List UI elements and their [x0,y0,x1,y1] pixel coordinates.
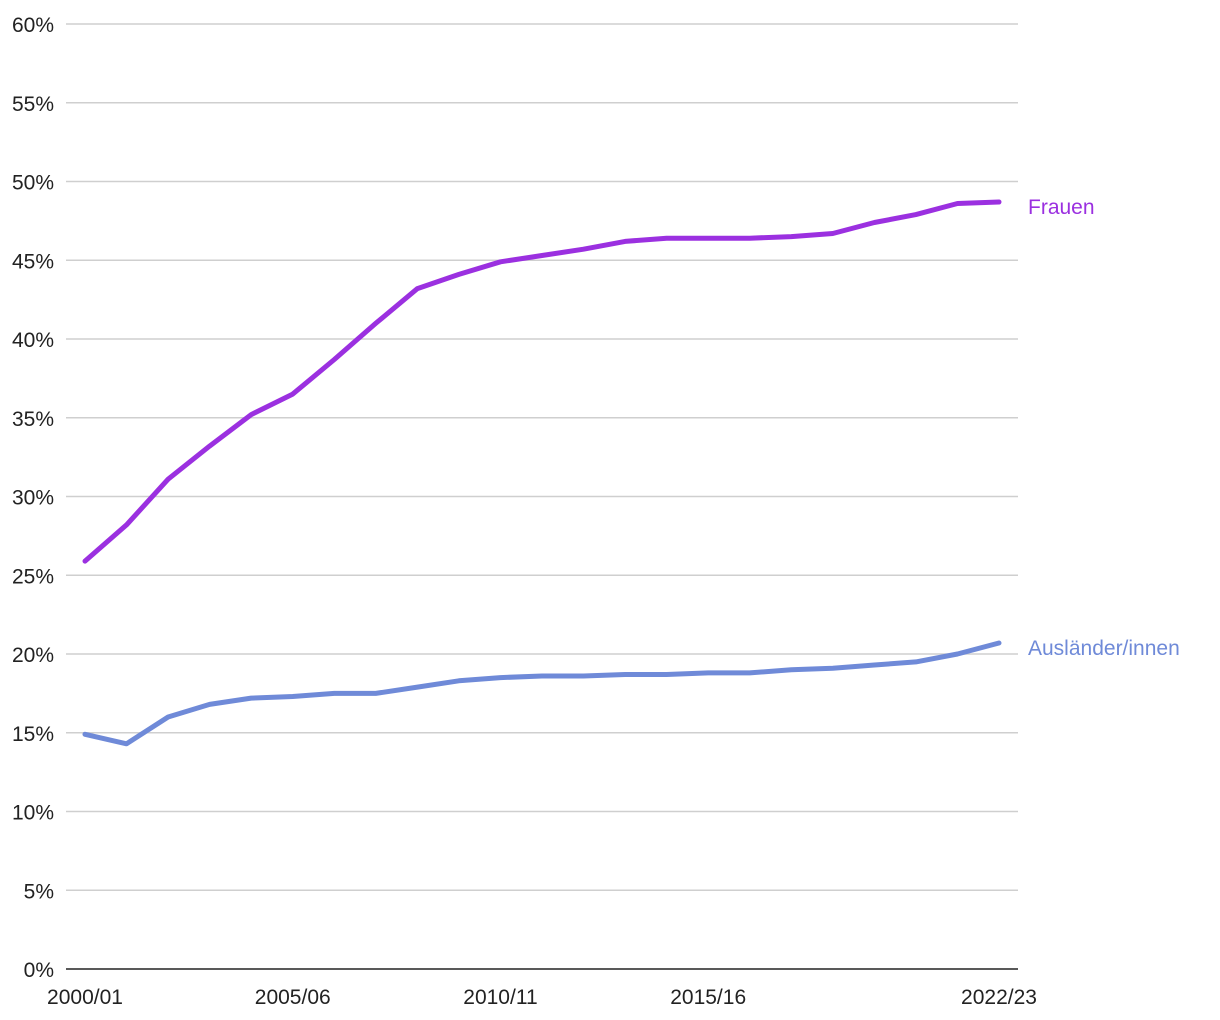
series-label-frauen: Frauen [1028,196,1095,219]
series-label-ausl-nder-innen: Ausländer/innen [1028,637,1180,660]
series-line-ausl-nder-innen [82,640,1002,747]
x-tick-label: 2005/06 [255,986,331,1009]
y-tick-label: 45% [12,250,54,273]
y-tick-label: 60% [12,14,54,37]
y-tick-label: 35% [12,408,54,431]
y-tick-label: 40% [12,329,54,352]
y-tick-label: 50% [12,172,54,195]
x-axis-tick-labels: 2000/01 2005/06 2010/11 2015/16 2022/23 [47,986,1037,1009]
series-line-frauen [82,199,1002,564]
x-tick-label: 2015/16 [670,986,746,1009]
x-tick-label: 2010/11 [463,986,537,1009]
y-tick-label: 55% [12,93,54,116]
y-tick-label: 5% [24,880,54,903]
y-tick-label: 25% [12,565,54,588]
y-tick-label: 15% [12,723,54,746]
x-tick-label: 2022/23 [961,986,1037,1009]
y-axis-tick-labels: 0% 5% 10% 15% 20% 25% 30% 35% 40% 45% 50% 55% 60% [12,14,54,982]
y-tick-label: 20% [12,644,54,667]
y-tick-label: 10% [12,802,54,825]
y-tick-label: 0% [24,959,54,982]
grid-lines [66,23,1018,891]
series-end-labels: Frauen Ausländer/innen [1028,196,1180,660]
series-lines [82,199,1002,747]
x-tick-label: 2000/01 [47,986,123,1009]
y-tick-label: 30% [12,487,54,510]
